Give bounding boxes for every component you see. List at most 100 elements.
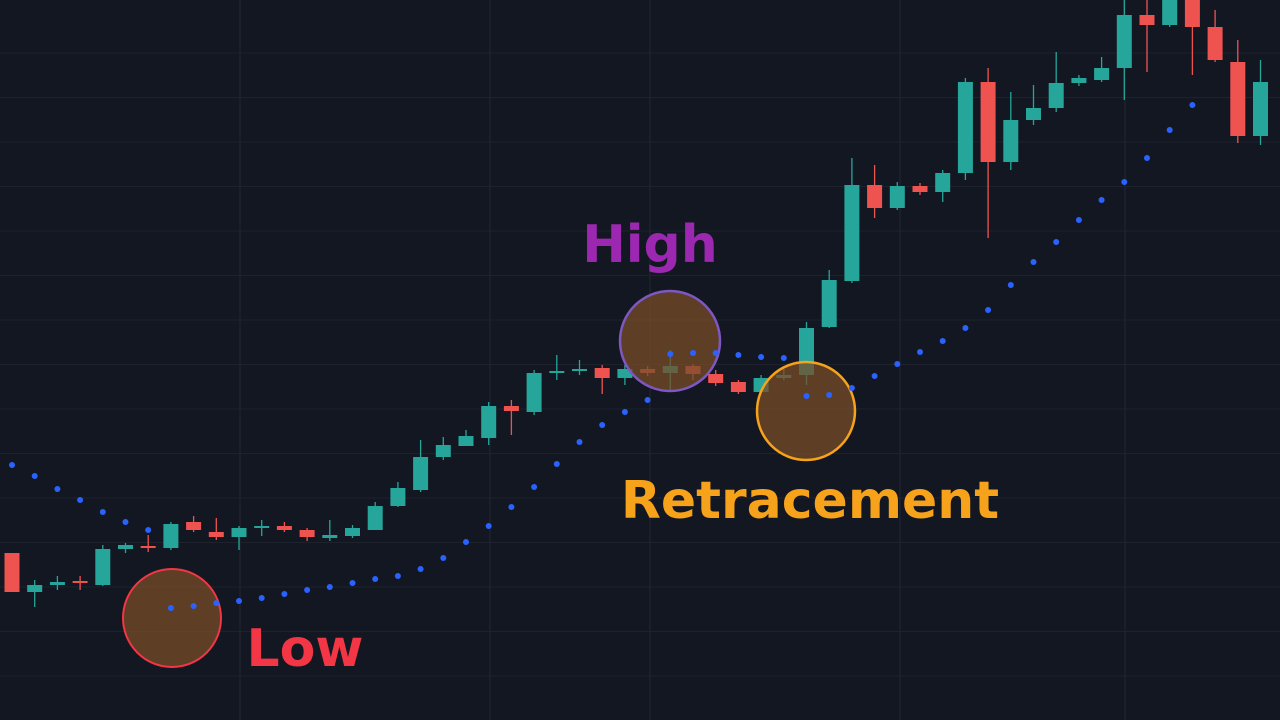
candle-body — [867, 185, 883, 208]
sar-dot — [1121, 179, 1128, 185]
candle-body — [572, 369, 587, 371]
candle-body — [1139, 15, 1155, 25]
candle-body — [276, 526, 292, 530]
candle-body — [821, 280, 837, 327]
sar-dot — [1144, 155, 1150, 161]
sar-dot — [349, 580, 356, 586]
sar-dot — [1166, 127, 1173, 133]
sar-dot — [667, 351, 674, 357]
candle-body — [49, 582, 65, 585]
sar-dot — [531, 484, 538, 490]
candle-body — [413, 457, 429, 490]
sar-dot — [1053, 239, 1060, 245]
candle-body — [1003, 120, 1019, 162]
candle-body — [980, 82, 996, 162]
candle-body — [912, 186, 928, 192]
annotation: High — [582, 215, 718, 275]
sar-dot — [803, 393, 810, 399]
sar-dot — [440, 555, 447, 561]
candle-body — [254, 526, 270, 528]
sar-dot — [985, 307, 992, 313]
sar-dot — [735, 352, 742, 358]
candle-body — [299, 530, 315, 537]
sar-dot — [77, 497, 84, 503]
candle-body — [231, 528, 247, 537]
sar-dot — [871, 373, 878, 379]
candle-body — [118, 545, 133, 549]
sar-dot — [463, 539, 469, 545]
annotation: Low — [247, 619, 364, 679]
sar-dot — [281, 591, 288, 597]
candle-body — [503, 406, 519, 411]
sar-dot — [576, 439, 583, 445]
candle-body — [140, 546, 156, 548]
sar-dot — [417, 566, 424, 572]
sar-dot — [326, 584, 333, 590]
sar-dot — [758, 354, 765, 360]
candle-body — [1094, 68, 1110, 80]
sar-dot — [826, 392, 833, 398]
sar-dot — [962, 325, 969, 331]
candle-body — [72, 581, 88, 583]
sar-dot — [690, 350, 696, 356]
candle-body — [957, 82, 973, 173]
candle-body — [526, 373, 542, 412]
candle-body — [730, 382, 746, 392]
candle-body — [208, 532, 224, 537]
sar-dot — [167, 605, 174, 611]
sar-dot — [99, 509, 106, 515]
sar-dot — [304, 587, 311, 593]
sar-dot — [372, 576, 379, 582]
retracement-circle — [755, 360, 857, 462]
candle-body — [1071, 78, 1087, 83]
low-circle — [122, 568, 222, 668]
sar-dot — [599, 422, 606, 428]
candle-body — [1026, 108, 1041, 120]
candle-body — [1253, 82, 1268, 136]
dots — [9, 102, 1196, 611]
sar-dot — [31, 473, 38, 479]
sar-dot — [508, 504, 515, 510]
sar-dot — [1098, 197, 1105, 203]
sar-dot — [1189, 102, 1196, 108]
candle-body — [163, 524, 179, 548]
plot — [4, 0, 1268, 607]
candle-body — [594, 368, 610, 378]
candle-body — [27, 585, 43, 592]
sar-dot — [848, 385, 855, 391]
candle-body — [95, 549, 111, 585]
sar-dot — [780, 355, 787, 361]
sar-dot — [712, 350, 719, 356]
sar-dot — [644, 397, 651, 403]
candle-body — [1048, 83, 1064, 108]
candle-body — [1162, 0, 1178, 25]
candle-body — [367, 506, 383, 530]
candle-body — [549, 371, 565, 373]
candle-body — [435, 445, 451, 457]
sar-dot — [122, 519, 129, 525]
sar-dot — [1007, 282, 1014, 288]
candle-body — [345, 528, 360, 536]
candle-body — [390, 488, 406, 506]
candle-body — [1230, 62, 1246, 136]
sar-dot — [894, 361, 901, 367]
candle-body — [481, 406, 497, 438]
grid — [0, 52, 1280, 677]
candle-body — [4, 553, 20, 592]
candle-body — [1116, 15, 1132, 68]
candle-body — [708, 374, 724, 383]
sar-dot — [54, 486, 61, 492]
sar-dot — [394, 573, 401, 579]
sar-dot — [236, 598, 242, 604]
sar-dot — [621, 409, 628, 415]
sar-dot — [190, 603, 197, 609]
candle-body — [1207, 27, 1223, 60]
candle-body — [322, 535, 338, 538]
candle-body — [617, 369, 633, 378]
sar-dot — [917, 349, 923, 355]
sar-dot — [1075, 217, 1082, 223]
sar-dot — [485, 523, 492, 529]
candle-body — [186, 522, 202, 530]
